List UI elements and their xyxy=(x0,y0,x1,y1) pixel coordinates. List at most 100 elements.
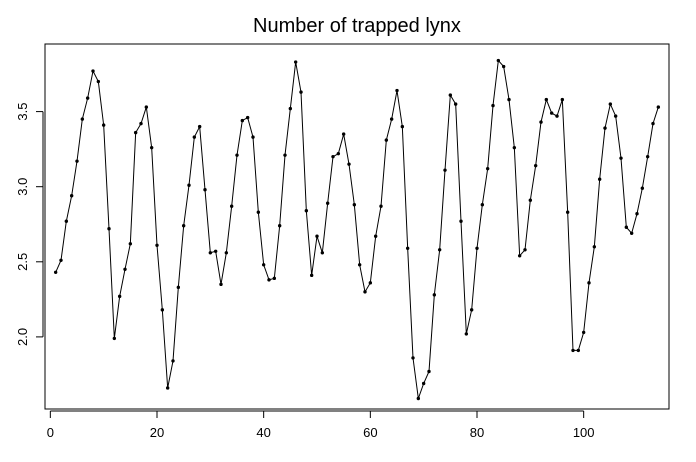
data-point xyxy=(555,114,559,118)
data-point xyxy=(133,130,138,135)
data-point xyxy=(560,97,565,102)
data-point xyxy=(187,183,191,187)
data-point xyxy=(629,231,634,235)
data-point xyxy=(347,162,351,166)
data-point xyxy=(357,263,362,267)
data-point xyxy=(309,273,314,278)
data-point xyxy=(565,210,570,214)
data-point xyxy=(389,117,394,121)
data-point xyxy=(320,251,325,255)
data-point xyxy=(341,132,346,136)
data-point xyxy=(571,348,575,353)
data-point xyxy=(219,282,223,287)
data-point xyxy=(208,251,213,255)
data-point xyxy=(80,117,85,121)
data-point xyxy=(101,123,106,127)
data-point xyxy=(587,281,591,285)
data-point xyxy=(411,356,415,360)
data-point xyxy=(139,121,143,126)
data-point xyxy=(523,248,527,252)
data-point xyxy=(128,242,133,246)
data-point xyxy=(75,159,79,163)
x-tick-label: 60 xyxy=(363,425,377,440)
data-point xyxy=(240,118,245,123)
data-point xyxy=(213,249,218,253)
data-point xyxy=(181,224,186,228)
y-tick-label: 2.0 xyxy=(15,328,30,346)
data-point xyxy=(379,204,383,208)
data-point xyxy=(395,88,399,93)
y-tick-label: 3.0 xyxy=(15,178,30,196)
data-point xyxy=(512,145,517,150)
data-point xyxy=(480,203,485,207)
data-point xyxy=(368,281,373,285)
x-tick-label: 20 xyxy=(150,425,164,440)
x-tick-label: 0 xyxy=(47,425,54,440)
y-tick-label: 2.5 xyxy=(15,253,30,271)
data-point xyxy=(160,308,165,312)
data-point xyxy=(235,153,239,157)
data-point xyxy=(592,245,597,249)
y-axis: 2.0 2.5 3.0 3.5 xyxy=(15,103,44,346)
data-point xyxy=(123,267,127,272)
chart-title: Number of trapped lynx xyxy=(253,15,461,37)
data-point xyxy=(619,156,623,160)
y-tick-label: 3.5 xyxy=(15,103,30,121)
data-point xyxy=(283,153,287,157)
data-point xyxy=(315,234,319,238)
data-point xyxy=(448,93,453,97)
x-tick-label: 40 xyxy=(256,425,270,440)
data-point xyxy=(171,359,175,363)
data-point xyxy=(325,201,330,205)
data-points xyxy=(53,58,661,401)
data-point xyxy=(421,381,426,386)
data-point xyxy=(427,369,431,374)
data-point xyxy=(384,138,389,142)
data-point xyxy=(485,166,490,171)
data-point xyxy=(533,163,538,168)
data-point xyxy=(651,121,655,126)
data-point xyxy=(603,126,607,130)
data-point xyxy=(117,294,122,299)
data-point xyxy=(373,234,378,238)
x-tick-label: 100 xyxy=(573,425,595,440)
data-point xyxy=(459,219,463,223)
data-point xyxy=(576,348,581,353)
data-point xyxy=(112,336,117,341)
data-point xyxy=(155,243,159,247)
data-point xyxy=(256,210,261,214)
x-axis: 0 20 40 60 80 100 xyxy=(47,410,595,440)
data-point xyxy=(288,106,293,111)
data-point xyxy=(507,97,511,102)
data-point xyxy=(64,219,69,223)
data-point xyxy=(224,251,229,255)
data-point xyxy=(59,258,63,262)
data-point xyxy=(453,102,458,106)
data-point xyxy=(197,124,202,129)
data-point xyxy=(304,209,309,213)
data-point xyxy=(277,224,282,228)
data-point xyxy=(491,103,495,108)
data-point xyxy=(645,154,650,159)
data-point xyxy=(624,225,629,229)
data-point xyxy=(267,278,271,282)
data-point xyxy=(464,332,469,336)
data-point xyxy=(613,114,618,118)
data-point xyxy=(192,135,197,139)
data-point xyxy=(91,69,95,73)
data-point xyxy=(597,177,602,181)
data-point xyxy=(107,227,111,231)
data-point xyxy=(528,198,533,202)
data-point xyxy=(176,285,181,290)
data-point xyxy=(517,254,522,258)
x-tick-label: 80 xyxy=(470,425,484,440)
data-point xyxy=(203,188,207,192)
data-point xyxy=(53,270,58,275)
data-point xyxy=(544,97,549,102)
data-point xyxy=(437,248,442,252)
data-point xyxy=(416,396,421,401)
data-point xyxy=(251,135,255,139)
data-point xyxy=(299,90,303,94)
data-point xyxy=(261,263,266,267)
